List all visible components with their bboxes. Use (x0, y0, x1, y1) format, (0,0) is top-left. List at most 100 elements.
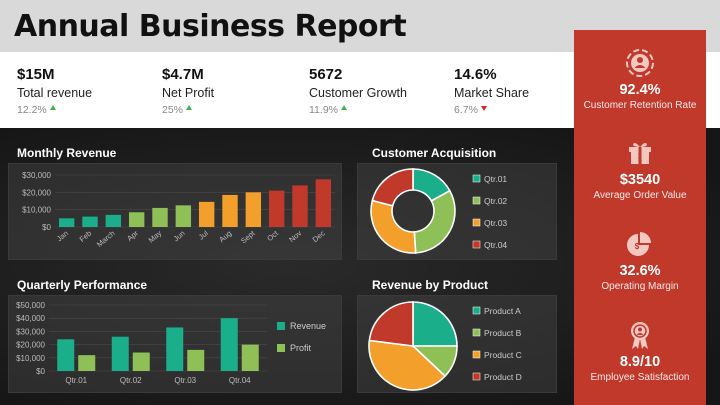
kpi-value: 5672 (309, 66, 343, 83)
pie-slice (368, 339, 447, 391)
metric-value: 32.6% (619, 263, 661, 279)
bar-profit (241, 344, 259, 371)
x-tick-label: Apr (125, 228, 140, 243)
page-title: Annual Business Report (14, 9, 407, 44)
bar-revenue (166, 327, 184, 371)
bar (175, 205, 192, 227)
bar (292, 185, 308, 227)
svg-text:$: $ (635, 242, 640, 251)
quarterly-performance-chart: $0 $10,000 $20,000 $30,000 $40,000 $50,000 Qtr… (16, 301, 326, 385)
revenue-by-product-title: Revenue by Product (372, 278, 489, 292)
svg-text:$: $ (638, 157, 642, 164)
kpi-market-share: 14.6% Market Share 6.7% (454, 66, 529, 116)
kpi-value: $15M (17, 66, 55, 83)
bar-profit (78, 355, 96, 371)
legend-swatch (472, 196, 481, 205)
x-tick-label: Qtr.04 (229, 376, 251, 385)
customer-acquisition-title: Customer Acquisition (372, 146, 497, 160)
metric-average-order-value: $ $3540 Average Order Value (574, 138, 706, 201)
x-tick-label: May (147, 228, 164, 244)
y-tick-label: $20,000 (22, 188, 51, 197)
legend-swatch (277, 322, 285, 330)
x-tick-label: Nov (287, 228, 303, 244)
metrics-sidebar: 92.4% Customer Retention Rate $ $3540 Av… (574, 30, 706, 405)
trend-up-icon (341, 105, 347, 110)
x-tick-label: Oct (265, 228, 280, 243)
y-tick-label: $20,000 (16, 341, 45, 350)
x-tick-label: Feb (78, 229, 94, 244)
bar (105, 214, 122, 227)
x-tick-label: Qtr.02 (120, 376, 142, 385)
x-tick-label: Jul (197, 228, 210, 241)
kpi-label: Market Share (454, 86, 530, 100)
pie-slice (412, 301, 458, 347)
legend-label: Product C (484, 350, 522, 360)
customer-acquisition-panel: Qtr.01 Qtr.02 Qtr.03 Qtr.04 (357, 163, 557, 260)
bar (198, 201, 215, 227)
metric-label: Operating Margin (601, 281, 679, 292)
legend-label: Qtr.01 (484, 174, 507, 184)
legend-label: Product A (484, 306, 521, 316)
kpi-change: 11.9% (309, 104, 338, 116)
legend-label: Qtr.04 (484, 240, 507, 250)
legend-swatch (472, 372, 481, 381)
legend-label: Profit (290, 343, 312, 353)
pie-slice (371, 168, 414, 207)
pie-slice (368, 301, 414, 347)
bar-profit (132, 352, 150, 371)
bar (58, 218, 75, 227)
metric-value: 8.9/10 (619, 354, 661, 370)
trend-up-icon (186, 105, 193, 110)
bar-revenue (111, 336, 129, 371)
legend-label: Qtr.02 (484, 196, 507, 206)
pie-slice (413, 189, 456, 254)
kpi-value: 14.6% (454, 66, 497, 83)
legend-label: Qtr.03 (484, 218, 507, 228)
metric-value: 92.4% (619, 82, 661, 98)
kpi-label: Net Profit (162, 86, 215, 100)
x-tick-label: Jan (55, 229, 70, 244)
metric-value: $3540 (619, 172, 661, 188)
monthly-revenue-chart: $0 $10,000 $20,000 $30,000 Jan Feb March Apr May… (22, 171, 335, 249)
kpi-value: $4.7M (162, 66, 204, 83)
y-tick-label: $40,000 (16, 314, 45, 323)
pie-chart-icon: $ (627, 232, 651, 256)
x-tick-label: Dec (311, 228, 327, 244)
y-tick-label: $30,000 (22, 171, 51, 180)
header-bar: Annual Business Report (0, 0, 720, 52)
kpi-label: Customer Growth (309, 86, 407, 100)
y-tick-label: $0 (42, 223, 51, 232)
kpi-change: 25% (162, 104, 184, 116)
revenue-by-product-chart: Product A Product B Product C Product D (368, 301, 522, 391)
legend-swatch (472, 218, 481, 227)
x-tick-label: Qtr.01 (65, 376, 87, 385)
legend-swatch (277, 344, 285, 352)
pie-slice (370, 199, 417, 254)
x-tick-label: March (95, 229, 117, 249)
metric-operating-margin: $ 32.6% Operating Margin (574, 229, 706, 292)
y-tick-label: $50,000 (16, 301, 45, 310)
x-tick-label: Sept (239, 228, 257, 245)
bar-revenue (220, 318, 238, 371)
metric-label: Employee Satisfaction (590, 372, 690, 383)
legend-label: Product D (484, 372, 522, 382)
metric-label: Average Order Value (593, 190, 687, 201)
x-tick-label: Qtr.03 (174, 376, 196, 385)
bar (245, 192, 262, 227)
legend-swatch (472, 350, 481, 359)
monthly-revenue-title: Monthly Revenue (17, 146, 117, 160)
x-tick-label: Aug (217, 229, 233, 244)
bar (152, 207, 168, 227)
metric-customer-retention: 92.4% Customer Retention Rate (574, 48, 706, 111)
metric-label: Customer Retention Rate (583, 100, 697, 111)
legend-label: Product B (484, 328, 522, 338)
revenue-by-product-panel: Product A Product B Product C Product D (357, 295, 557, 393)
kpi-net-profit: $4.7M Net Profit 25% (162, 66, 214, 116)
trend-up-icon (49, 105, 56, 110)
bar (82, 216, 98, 227)
bar (315, 179, 332, 227)
target-user-icon (626, 49, 654, 77)
y-tick-label: $30,000 (16, 327, 45, 336)
y-tick-label: $0 (36, 367, 45, 376)
quarterly-performance-title: Quarterly Performance (17, 278, 148, 292)
